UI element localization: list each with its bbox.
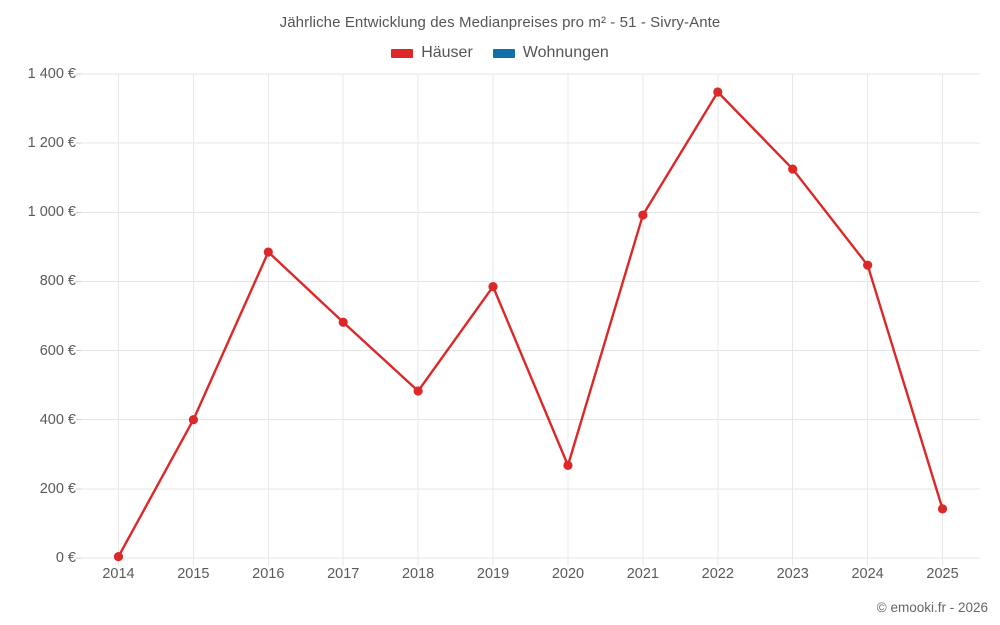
series-line-houses (117, 90, 944, 558)
y-tick-label: 600 € (39, 342, 76, 359)
data-point[interactable] (488, 282, 498, 292)
chart-title: Jährliche Entwicklung des Medianpreises … (279, 14, 721, 31)
data-point[interactable] (413, 386, 423, 396)
x-tick-label: 2020 (551, 566, 585, 582)
x-tick-label: 2023 (776, 566, 809, 582)
y-tick-label: 1 400 € (27, 66, 76, 82)
legend-swatch-apartments (492, 48, 515, 58)
y-tick-label: 400 € (39, 411, 76, 428)
data-point[interactable] (188, 415, 198, 425)
data-point[interactable] (338, 317, 348, 327)
legend-item-houses[interactable]: Häuser (391, 44, 473, 62)
data-point[interactable] (937, 504, 948, 514)
x-tick-label: 2025 (926, 566, 959, 582)
y-axis: 0 € 200 € 400 € 600 € 800 € 1 000 € 1 200 € 1 4… (0, 0, 76, 625)
data-point[interactable] (713, 87, 723, 97)
data-point[interactable] (113, 552, 124, 562)
x-tick-label: 2018 (401, 566, 435, 582)
x-tick-label: 2017 (327, 566, 360, 582)
y-tick-label: 1 200 € (27, 135, 76, 152)
gridlines (76, 73, 980, 566)
x-tick-label: 2014 (102, 566, 135, 582)
data-point[interactable] (263, 247, 273, 257)
x-tick-label: 2024 (851, 566, 884, 582)
chart-legend: Häuser Wohnungen (0, 44, 1000, 62)
legend-swatch-houses (391, 48, 414, 58)
x-tick-label: 2019 (476, 566, 510, 582)
x-tick-label: 2016 (252, 566, 285, 582)
y-tick-label: 200 € (39, 480, 76, 497)
y-tick-label: 1 000 € (27, 204, 76, 221)
legend-label-apartments: Wohnungen (522, 44, 609, 61)
data-point[interactable] (788, 164, 798, 174)
data-point[interactable] (638, 210, 648, 220)
y-tick-label: 800 € (39, 273, 76, 290)
legend-label-houses: Häuser (421, 44, 473, 61)
data-point[interactable] (863, 260, 873, 270)
y-tick-label: 0 € (55, 550, 76, 566)
legend-item-apartments[interactable]: Wohnungen (492, 44, 609, 62)
x-tick-label: 2015 (177, 566, 210, 582)
x-tick-label: 2021 (626, 566, 659, 582)
x-tick-label: 2022 (701, 566, 734, 582)
data-point[interactable] (563, 460, 573, 470)
copyright-credit: © emooki.fr - 2026 (876, 600, 988, 615)
series-layer (113, 87, 948, 562)
